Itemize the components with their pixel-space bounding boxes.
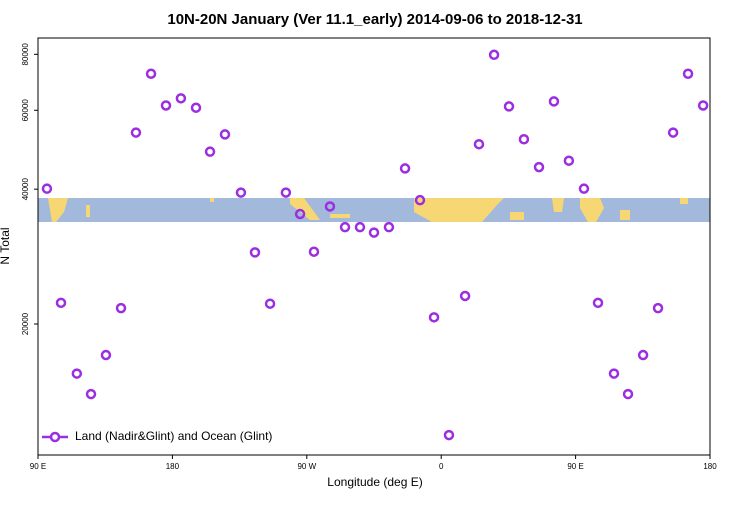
point bbox=[667, 127, 679, 138]
point bbox=[115, 302, 127, 314]
point bbox=[443, 429, 455, 441]
point bbox=[563, 155, 575, 166]
point bbox=[503, 101, 515, 112]
point bbox=[518, 133, 530, 145]
point bbox=[383, 221, 395, 233]
point bbox=[578, 183, 590, 194]
point bbox=[608, 368, 620, 379]
point bbox=[100, 349, 112, 361]
x-tick-label: 0 bbox=[439, 462, 444, 471]
point bbox=[204, 146, 216, 157]
point bbox=[130, 127, 142, 138]
point bbox=[399, 163, 411, 174]
point bbox=[71, 368, 83, 379]
x-axis-label: Longitude (deg E) bbox=[327, 475, 422, 489]
point bbox=[235, 187, 247, 198]
y-tick-label: 40000 bbox=[21, 177, 30, 200]
point bbox=[697, 100, 709, 111]
point bbox=[652, 302, 664, 314]
x-tick-label: 180 bbox=[166, 462, 180, 471]
point bbox=[41, 183, 53, 194]
point bbox=[368, 227, 380, 238]
point bbox=[175, 93, 187, 104]
point bbox=[637, 349, 649, 361]
point bbox=[160, 100, 172, 111]
point bbox=[592, 297, 604, 309]
point bbox=[548, 96, 560, 107]
point bbox=[339, 221, 351, 233]
point bbox=[428, 312, 440, 323]
x-tick-label: 90 E bbox=[567, 462, 583, 471]
point bbox=[145, 68, 157, 79]
x-tick-label: 90 W bbox=[297, 462, 316, 471]
point bbox=[280, 187, 292, 198]
x-tick-label: 90 E bbox=[30, 462, 46, 471]
y-tick-label: 20000 bbox=[21, 312, 30, 335]
y-axis-label: N Total bbox=[0, 227, 12, 264]
point bbox=[473, 138, 485, 150]
y-tick-label: 80000 bbox=[21, 43, 30, 66]
point bbox=[459, 290, 471, 302]
point bbox=[622, 388, 634, 400]
point bbox=[55, 297, 67, 309]
point bbox=[682, 68, 694, 79]
point bbox=[414, 194, 426, 206]
point bbox=[324, 201, 336, 212]
point bbox=[354, 221, 366, 233]
map-band bbox=[38, 198, 710, 222]
point bbox=[264, 298, 276, 309]
y-tick-label: 60000 bbox=[21, 99, 30, 122]
point bbox=[294, 208, 306, 220]
point bbox=[219, 129, 231, 140]
point bbox=[308, 246, 320, 257]
point bbox=[190, 102, 202, 113]
x-tick-label: 180 bbox=[703, 462, 717, 471]
point bbox=[533, 161, 545, 173]
point bbox=[249, 247, 261, 258]
legend-label: Land (Nadir&Glint) and Ocean (Glint) bbox=[75, 429, 272, 443]
point bbox=[488, 49, 500, 61]
legend-marker bbox=[49, 431, 61, 443]
plot-frame bbox=[37, 37, 711, 456]
point bbox=[85, 388, 97, 400]
chart-title: 10N-20N January (Ver 11.1_early) 2014-09… bbox=[167, 11, 582, 28]
